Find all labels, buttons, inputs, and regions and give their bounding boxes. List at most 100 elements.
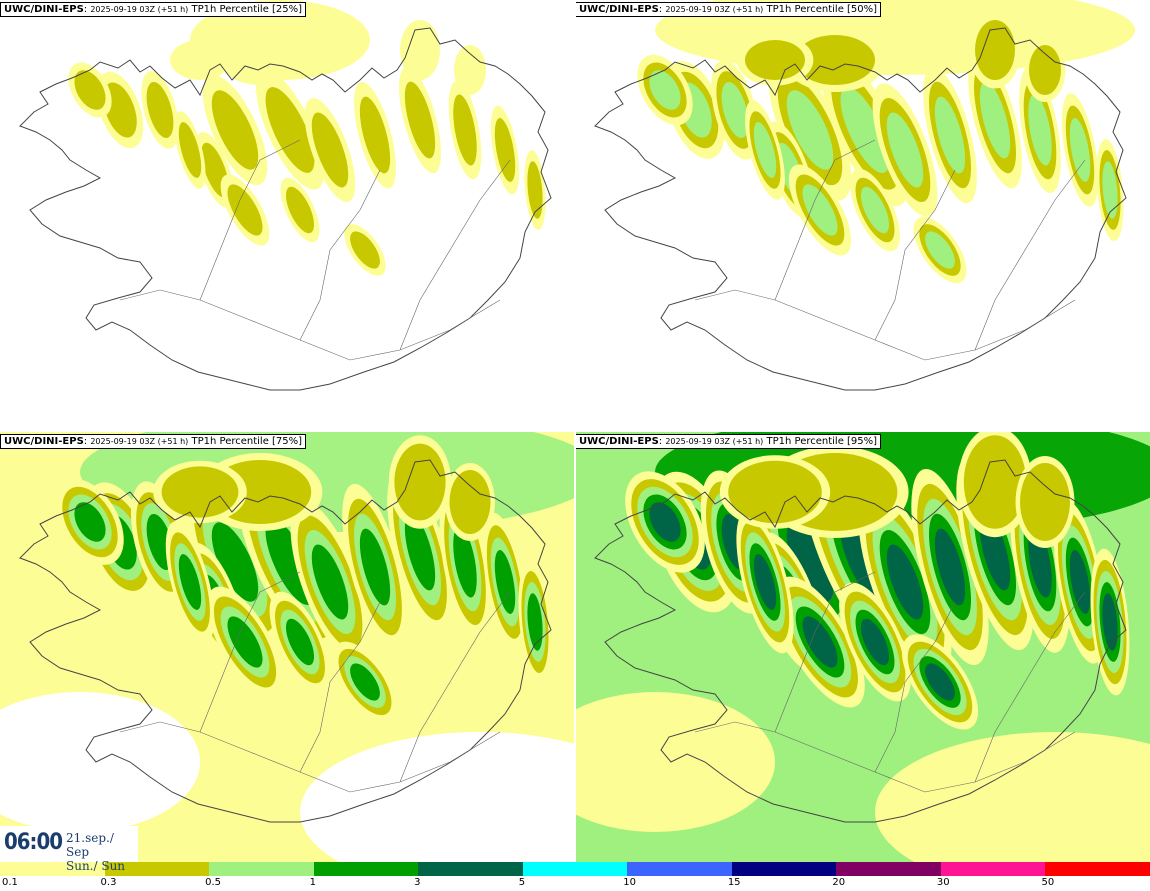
precip-band <box>404 81 436 159</box>
legend-tick-label: 3 <box>414 877 421 888</box>
valid-date-line2: Sun./ Sun <box>66 859 126 873</box>
precip-band <box>265 87 315 173</box>
precip-band <box>285 618 315 666</box>
precip-band <box>1069 118 1091 182</box>
map-p75 <box>0 432 575 862</box>
precip-band <box>400 20 440 80</box>
road-line <box>774 571 876 733</box>
init-time: 2025-09-19 03Z (+51 h) <box>90 5 189 14</box>
road-line <box>399 159 511 351</box>
precip-band <box>74 70 106 110</box>
coastline <box>594 459 1127 823</box>
precip-band <box>359 96 391 174</box>
precip-band <box>934 96 966 174</box>
legend-swatch <box>522 862 628 876</box>
legend-tick-label: 10 <box>623 877 636 888</box>
road-line <box>694 289 1076 361</box>
legend-tick-label: 20 <box>832 877 846 888</box>
precip-band <box>649 70 681 110</box>
precip-band <box>227 616 263 668</box>
legend-tick-label: 0.1 <box>2 877 18 888</box>
precip-band <box>786 522 834 602</box>
valid-time-box: 06:00 21.sep./ Sep Sun./ Sun <box>0 826 138 873</box>
legend-swatch <box>940 862 1046 876</box>
road-line <box>199 139 301 301</box>
model-name: UWC/DINI-EPS <box>4 4 84 15</box>
precip-band <box>728 460 822 524</box>
precip-band <box>979 81 1011 159</box>
precip-band <box>453 526 477 598</box>
precip-band <box>454 45 486 95</box>
parameter-label: TP1h Percentile [75%] <box>191 436 303 447</box>
precip-band <box>860 618 890 666</box>
precip-band <box>886 544 924 620</box>
legend-tick-label: 0.3 <box>100 877 117 888</box>
legend-tick-label: 50 <box>1041 877 1055 888</box>
legend-swatch <box>104 862 210 876</box>
precip-field-southeast <box>300 732 575 862</box>
legend-tick-label: 30 <box>936 877 950 888</box>
map-panel-p25: UWC/DINI-EPS: 2025-09-19 03Z (+51 h) TP1… <box>0 0 575 430</box>
precip-band <box>975 20 1015 80</box>
road-line <box>299 601 381 773</box>
precip-band <box>350 663 380 701</box>
coastline <box>19 459 552 823</box>
color-legend: 0.1 0.3 0.5 1 3 5 10 15 20 30 50 <box>0 862 1150 891</box>
precip-band <box>1102 593 1118 651</box>
legend-swatch <box>0 862 106 876</box>
precip-band <box>404 513 436 591</box>
precip-band <box>1028 94 1052 166</box>
legend-swatch <box>731 862 837 876</box>
precip-band <box>494 550 516 614</box>
panel-title: UWC/DINI-EPS: 2025-09-19 03Z (+51 h) TP1… <box>0 434 307 449</box>
map-panel-p95: UWC/DINI-EPS: 2025-09-19 03Z (+51 h) TP1… <box>575 432 1150 862</box>
precip-band <box>178 122 202 178</box>
parameter-label: TP1h Percentile [50%] <box>766 4 878 15</box>
precip-band <box>227 184 263 236</box>
road-line <box>399 591 511 783</box>
precip-band <box>178 554 202 610</box>
precip-band <box>103 82 137 138</box>
precip-band <box>527 161 543 219</box>
precip-band <box>220 35 300 85</box>
parameter-label: TP1h Percentile [95%] <box>766 436 878 447</box>
precip-band <box>211 90 259 170</box>
precip-band <box>840 87 890 173</box>
precip-band <box>1020 463 1070 541</box>
map-p25 <box>19 0 552 391</box>
precip-field-southeast <box>875 732 1150 862</box>
precip-band <box>146 82 174 138</box>
map-p95 <box>575 432 1150 862</box>
precip-band <box>795 35 875 85</box>
precip-band <box>359 528 391 606</box>
legend-swatch <box>836 862 942 876</box>
legend-tick-label: 0.5 <box>205 877 221 888</box>
legend-tick-label: 1 <box>309 877 316 888</box>
precip-band <box>211 522 259 602</box>
legend-tick-label: 5 <box>518 877 526 888</box>
map-panel-p50: UWC/DINI-EPS: 2025-09-19 03Z (+51 h) TP1… <box>575 0 1150 430</box>
model-name: UWC/DINI-EPS <box>579 4 659 15</box>
road-line <box>974 591 1086 783</box>
precip-band <box>449 470 491 534</box>
map-panel-p75: UWC/DINI-EPS: 2025-09-19 03Z (+51 h) TP1… <box>0 432 575 862</box>
precip-field-southwest <box>575 692 775 832</box>
panel-title: UWC/DINI-EPS: 2025-09-19 03Z (+51 h) TP1… <box>575 434 882 449</box>
precip-band <box>649 502 681 542</box>
precip-band <box>745 40 805 80</box>
precip-band <box>527 593 543 651</box>
precip-band <box>925 663 955 701</box>
map-p50 <box>594 0 1135 391</box>
legend-swatch <box>313 862 419 876</box>
init-time: 2025-09-19 03Z (+51 h) <box>90 437 189 446</box>
model-name: UWC/DINI-EPS <box>4 436 84 447</box>
precip-band <box>753 554 777 610</box>
precip-band <box>786 90 834 170</box>
legend-swatch <box>209 862 315 876</box>
precip-band <box>74 502 106 542</box>
valid-date: 21.sep./ Sep Sun./ Sun <box>66 831 138 873</box>
legend-tick-label: 15 <box>727 877 741 888</box>
parameter-label: TP1h Percentile [25%] <box>191 4 303 15</box>
precip-band <box>1069 550 1091 614</box>
valid-time: 06:00 <box>4 830 63 855</box>
